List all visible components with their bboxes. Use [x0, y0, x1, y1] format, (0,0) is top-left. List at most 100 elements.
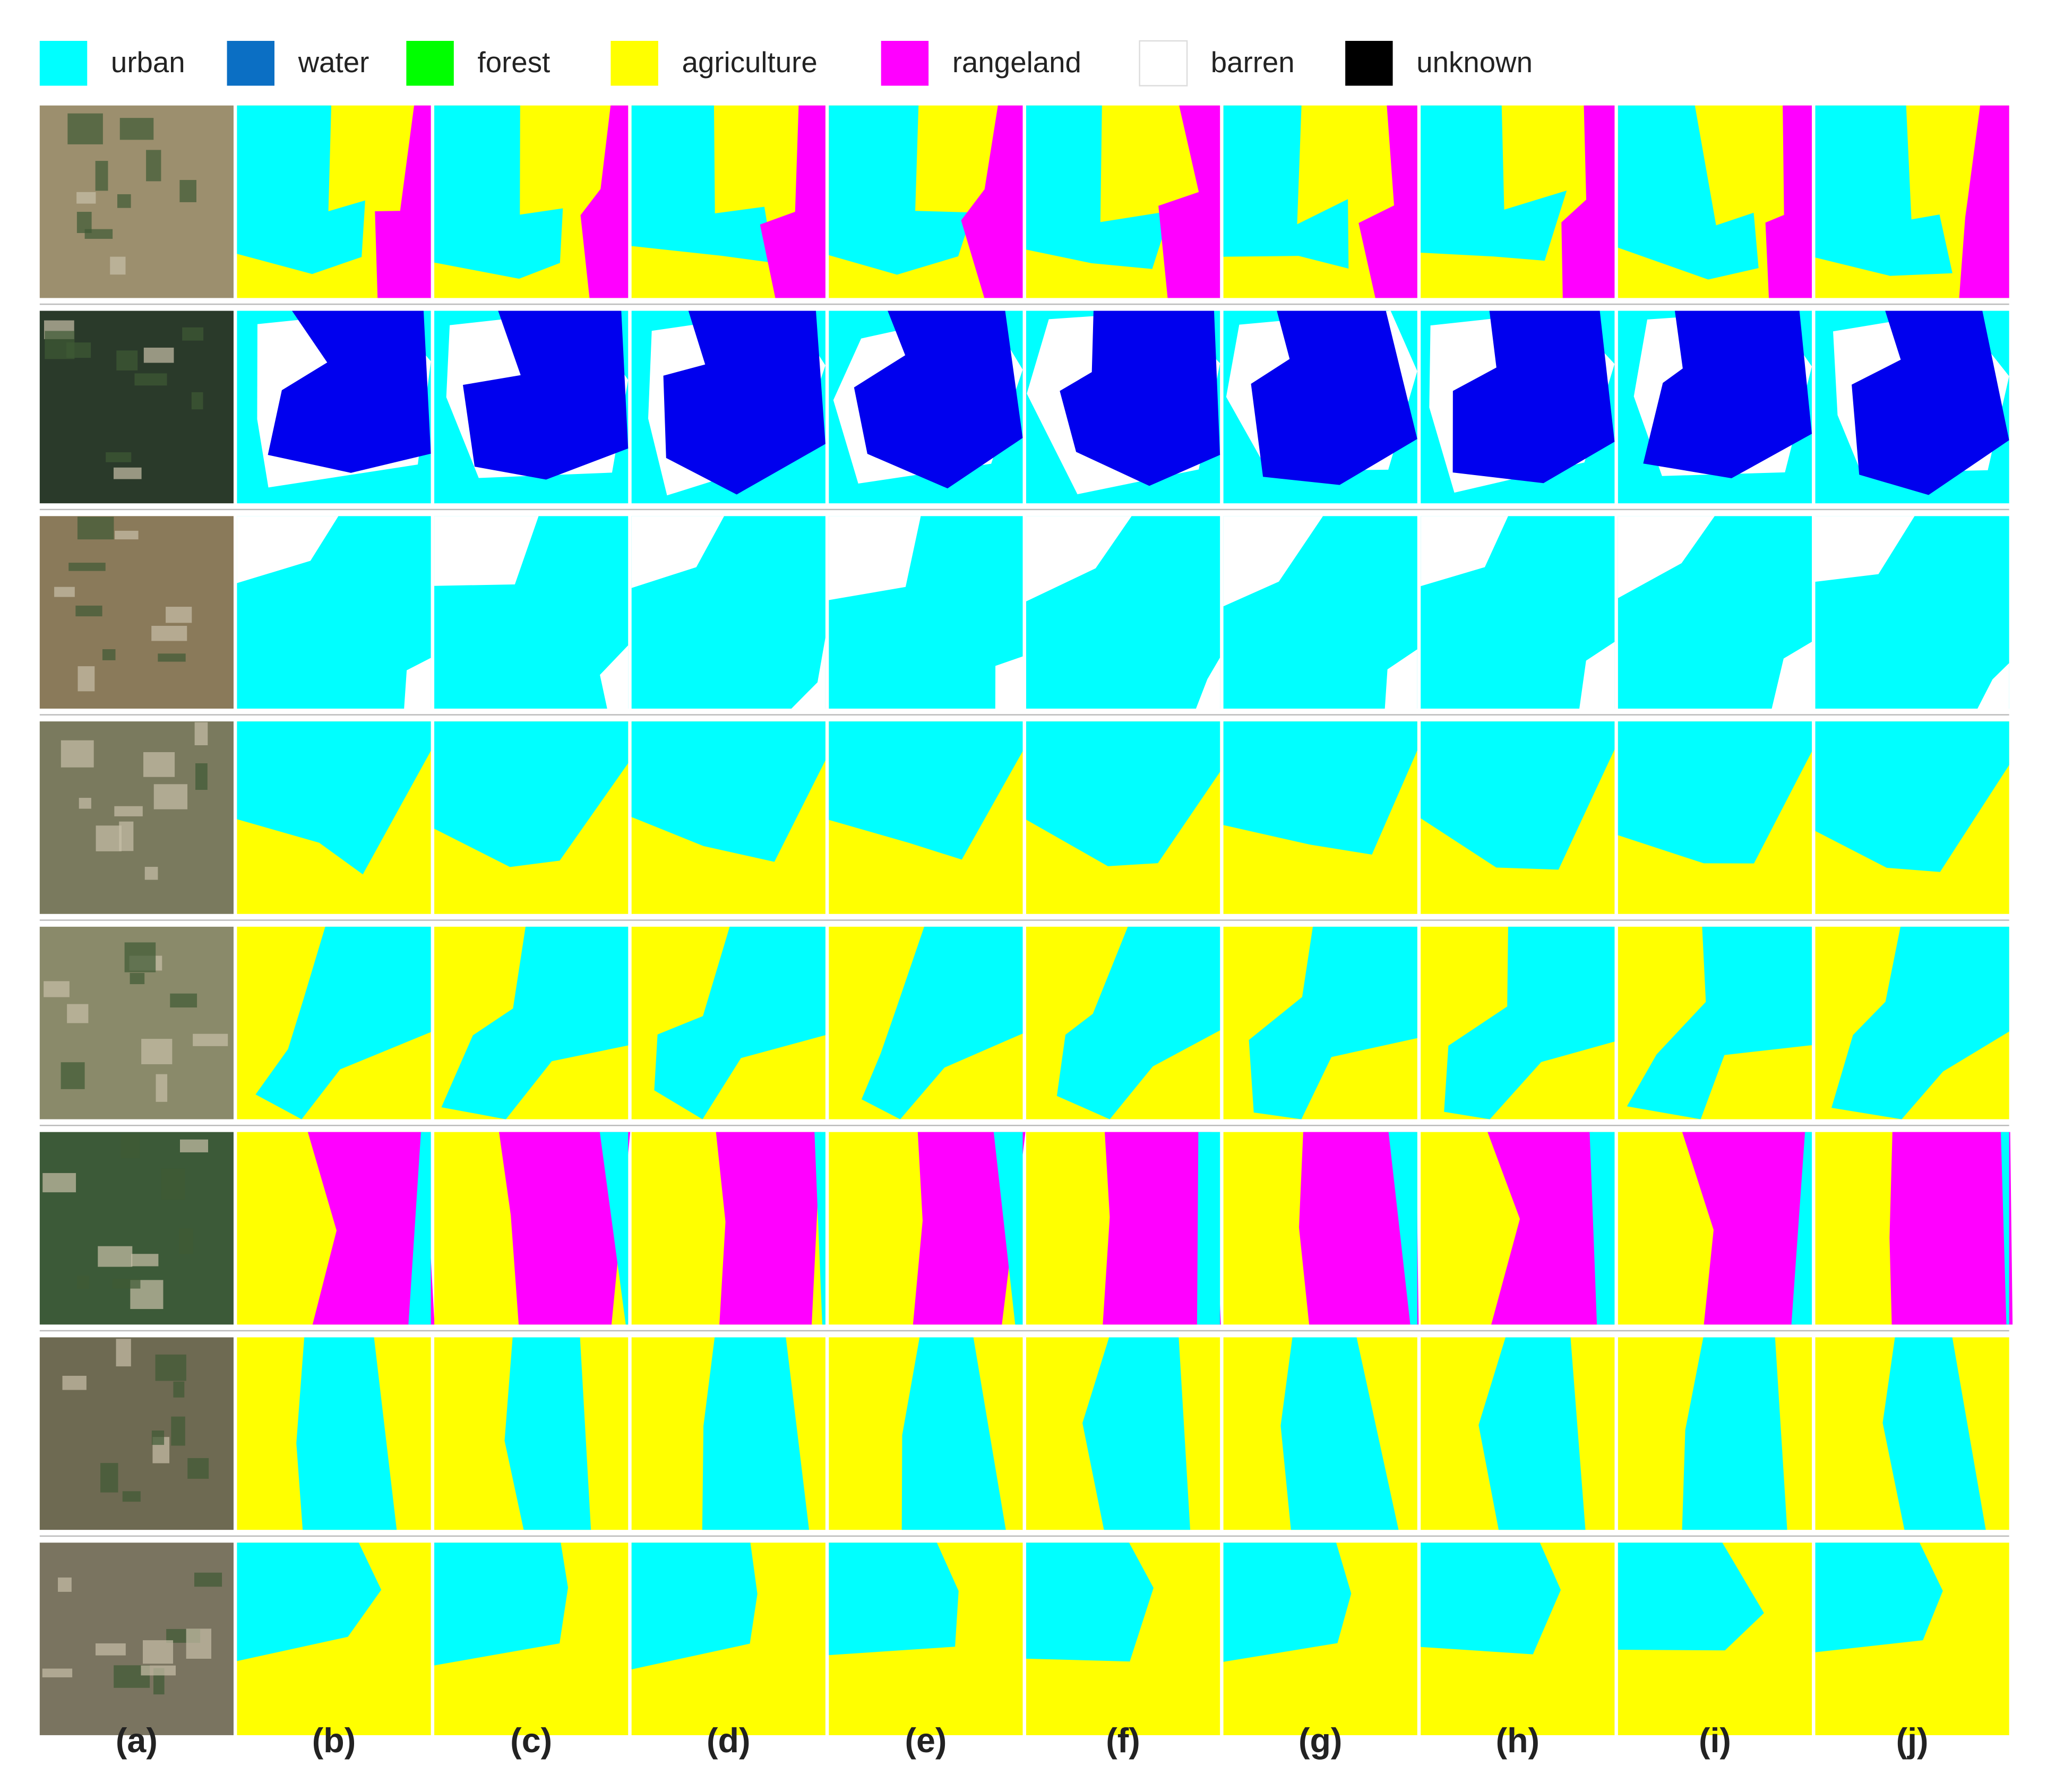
- segment-region: [1026, 721, 1220, 866]
- image-detail: [102, 649, 116, 660]
- image-detail: [153, 784, 188, 809]
- segment-region: [993, 1132, 1023, 1325]
- segment-region: [961, 105, 1023, 298]
- segment-region: [1060, 311, 1220, 486]
- image-detail: [68, 563, 106, 571]
- segment-region: [1627, 926, 1812, 1119]
- segment-region: [255, 926, 431, 1119]
- segment-region: [1026, 1543, 1154, 1662]
- segment-region: [1388, 1132, 1417, 1325]
- legend-label: water: [298, 46, 369, 79]
- segment-region: [1421, 1543, 1561, 1655]
- image-detail: [45, 331, 75, 359]
- segment-region: [499, 1132, 631, 1325]
- segment-region: [631, 721, 825, 862]
- image-detail: [195, 763, 208, 790]
- segment-region: [654, 926, 825, 1119]
- image-detail: [194, 722, 208, 746]
- segment-region: [599, 1132, 629, 1325]
- image-detail: [171, 1416, 185, 1446]
- segment-region: [1103, 1132, 1221, 1325]
- segment-region: [268, 311, 431, 473]
- aerial-image: [39, 516, 234, 709]
- image-detail: [84, 229, 113, 239]
- segment-region: [1765, 105, 1812, 298]
- image-detail: [77, 516, 114, 540]
- segment-region: [1444, 926, 1615, 1119]
- segment-region: [1478, 1337, 1586, 1530]
- image-detail: [67, 1004, 89, 1023]
- column-label: (c): [510, 1721, 552, 1760]
- segment-region: [1831, 926, 2009, 1119]
- image-detail: [182, 327, 204, 341]
- segment-region: [631, 516, 725, 588]
- segment-region: [631, 1543, 758, 1669]
- segment-region: [1223, 105, 1349, 269]
- segment-region: [237, 105, 365, 274]
- segment-region: [1223, 1543, 1352, 1662]
- segment-region: [1223, 721, 1417, 855]
- column-label: (i): [1699, 1721, 1731, 1760]
- segment-region: [1815, 721, 2009, 872]
- legend-label: unknown: [1416, 46, 1533, 79]
- image-detail: [156, 1074, 168, 1102]
- segment-region: [1959, 105, 2009, 298]
- image-detail: [130, 972, 145, 985]
- segment-region: [600, 645, 629, 709]
- segment-region: [1815, 1543, 1943, 1652]
- segment-region: [1251, 311, 1417, 485]
- image-detail: [112, 1279, 141, 1289]
- segment-region: [296, 1337, 397, 1530]
- image-detail: [54, 587, 75, 597]
- segment-region: [1452, 311, 1615, 484]
- segment-region: [1771, 642, 1812, 709]
- legend-swatch: [610, 41, 658, 86]
- segment-region: [441, 926, 629, 1119]
- image-detail: [131, 1254, 159, 1267]
- image-detail: [76, 1276, 90, 1289]
- column-labels: (a) (b) (c) (d) (e) (f) (g) (h) (i) (j): [116, 1721, 1929, 1760]
- image-detail: [191, 392, 203, 410]
- segment-region: [1026, 105, 1171, 269]
- image-detail: [179, 1228, 194, 1254]
- segment-region: [1791, 1132, 1812, 1325]
- image-detail: [61, 740, 94, 768]
- column-label: (h): [1496, 1721, 1539, 1760]
- segment-region: [504, 1337, 591, 1530]
- legend-swatch: [1345, 41, 1393, 86]
- segment-region: [237, 516, 339, 583]
- image-detail: [158, 653, 186, 662]
- segment-region: [1195, 657, 1220, 709]
- segment-region: [307, 1132, 435, 1325]
- image-detail: [67, 113, 103, 144]
- image-detail: [143, 347, 174, 363]
- legend-label: forest: [478, 46, 551, 79]
- column-label: (g): [1298, 1721, 1342, 1760]
- segment-region: [1643, 311, 1812, 479]
- image-detail: [79, 798, 91, 809]
- image-detail: [116, 1339, 131, 1367]
- segment-region: [1977, 663, 2009, 709]
- image-detail: [42, 1173, 76, 1193]
- segment-region: [901, 1337, 1006, 1530]
- image-detail: [114, 806, 143, 816]
- segment-region: [1487, 1132, 1614, 1325]
- segment-region: [1589, 1132, 1615, 1325]
- segment-region: [829, 105, 973, 275]
- image-detail: [76, 212, 92, 234]
- segmentation-grid: [39, 105, 2013, 1735]
- image-detail: [141, 1665, 176, 1676]
- image-detail: [124, 942, 156, 972]
- segment-region: [1421, 516, 1508, 587]
- image-detail: [161, 1168, 185, 1200]
- image-detail: [151, 1430, 165, 1445]
- segment-region: [814, 1132, 825, 1325]
- segment-region: [1561, 105, 1615, 298]
- segment-region: [1682, 1337, 1787, 1530]
- legend-label: barren: [1211, 46, 1295, 79]
- segment-region: [1618, 105, 1759, 280]
- image-detail: [141, 1039, 173, 1064]
- segment-region: [434, 516, 539, 586]
- segment-region: [580, 105, 629, 298]
- legend-swatch: [406, 41, 454, 86]
